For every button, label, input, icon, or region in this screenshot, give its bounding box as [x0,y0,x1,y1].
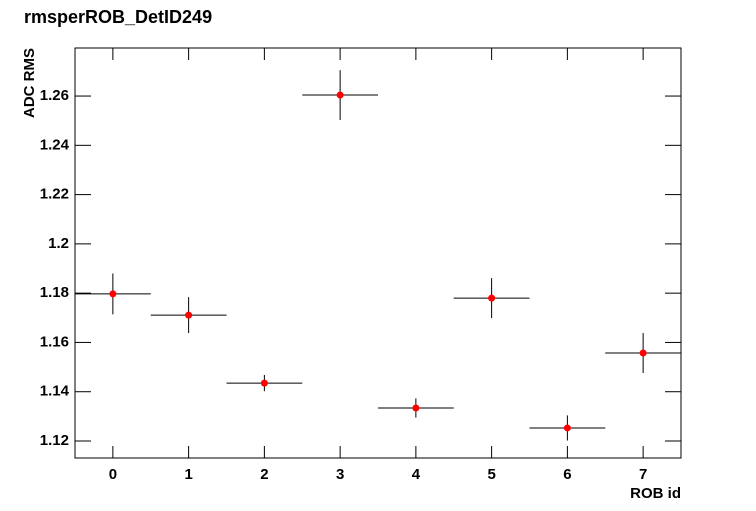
x-tick-label: 6 [563,466,571,483]
data-point [260,379,268,387]
y-tick-label: 1.2 [48,235,69,252]
x-tick-label: 2 [260,466,268,483]
x-tick-label: 1 [184,466,192,483]
data-point [336,91,344,99]
y-tick-label: 1.16 [40,333,69,350]
x-axis-label: ROB id [630,485,681,502]
data-point [488,294,496,302]
data-point [563,424,571,432]
y-tick-label: 1.14 [40,383,70,400]
x-tick-label: 3 [336,466,344,483]
y-tick-label: 1.18 [40,284,69,301]
x-tick-label: 5 [487,466,495,483]
y-tick-label: 1.24 [40,136,70,153]
data-point [109,290,117,298]
y-tick-label: 1.22 [40,186,69,203]
y-tick-label: 1.26 [40,87,69,104]
data-point [412,404,420,412]
plot-frame [74,47,682,459]
chart-title: rmsperROB_DetID249 [24,7,212,27]
x-tick-label: 0 [109,466,117,483]
x-tick-label: 7 [639,466,647,483]
data-point [185,311,193,319]
x-tick-label: 4 [412,466,421,483]
data-point [639,349,647,357]
y-axis-label: ADC RMS [21,48,38,118]
y-tick-label: 1.12 [40,432,69,449]
